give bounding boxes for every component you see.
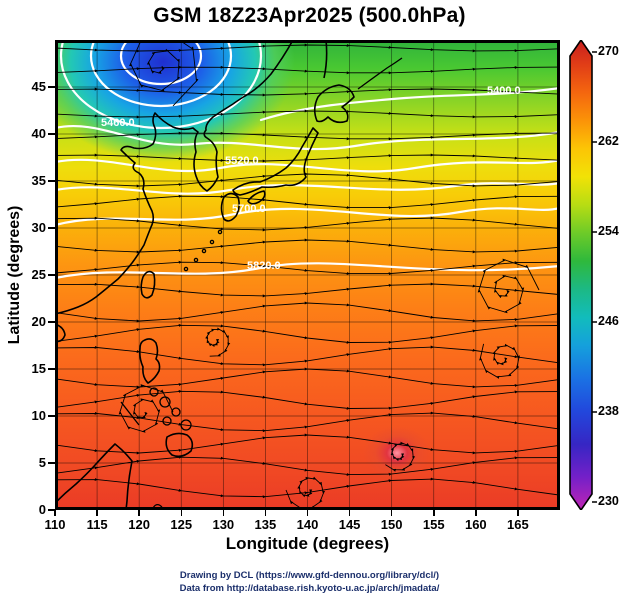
- y-tick-mark: [48, 86, 55, 88]
- streamline: [54, 194, 560, 210]
- y-tick-label: 20: [31, 314, 46, 329]
- streamline: [54, 301, 560, 323]
- credits: Drawing by DCL (https://www.gfd-dennou.o…: [0, 569, 619, 595]
- x-tick-mark: [138, 510, 140, 516]
- streamline: [54, 433, 560, 455]
- colorbar-tick-label: 270: [598, 44, 619, 58]
- x-tick-label: 150: [380, 517, 403, 532]
- streamline: [54, 172, 560, 188]
- streamline-vortex: [479, 343, 520, 379]
- y-tick-label: 5: [38, 455, 46, 470]
- y-tick-mark: [48, 462, 55, 464]
- x-tick-label: 155: [422, 517, 445, 532]
- x-tick-label: 130: [212, 517, 235, 532]
- streamline: [54, 345, 560, 367]
- y-tick-mark: [48, 180, 55, 182]
- colorbar-tick-label: 246: [598, 314, 619, 328]
- streamline: [54, 323, 560, 344]
- x-tick-mark: [264, 510, 267, 516]
- streamlines: [54, 30, 560, 511]
- y-tick-label: 45: [31, 79, 46, 94]
- y-tick-mark: [48, 509, 55, 511]
- colorbar-tick-label: 230: [598, 494, 619, 508]
- contour-label: 5520.0: [225, 155, 259, 167]
- warm-spot-shading: [363, 426, 431, 480]
- streamline-vortex: [477, 258, 540, 314]
- y-tick-label: 15: [31, 361, 46, 376]
- colorbar: [569, 40, 597, 510]
- x-tick-mark: [348, 510, 351, 516]
- y-tick-mark: [48, 227, 55, 229]
- streamline-vortex: [205, 327, 231, 357]
- streamline: [54, 109, 560, 119]
- y-tick-mark: [48, 368, 55, 370]
- x-tick-label: 160: [464, 517, 487, 532]
- colorbar-tick-marks: [592, 51, 597, 503]
- x-tick-mark: [96, 510, 98, 516]
- colorbar-tick-label: 238: [598, 404, 619, 418]
- x-tick-mark: [433, 510, 435, 516]
- x-tick-label: 125: [170, 517, 193, 532]
- x-tick-label: 115: [86, 517, 108, 532]
- y-tick-label: 40: [31, 126, 46, 141]
- x-tick-label: 140: [296, 517, 319, 532]
- x-tick-mark: [54, 510, 56, 516]
- streamline: [54, 260, 560, 276]
- x-tick-label: 135: [254, 517, 277, 532]
- streamline: [54, 455, 560, 477]
- map-frame: [55, 40, 560, 510]
- streamline: [54, 216, 560, 232]
- contour-label: 5820.0: [247, 260, 281, 272]
- credit-line-1: Drawing by DCL (https://www.gfd-dennou.o…: [179, 570, 440, 581]
- x-tick-mark: [517, 510, 519, 516]
- x-tick-label: 145: [338, 517, 361, 532]
- contour-label: 5460.0: [101, 117, 135, 129]
- map-plot: 5400.0 5460.0 5520.0 5700.0 5820.0: [31, 0, 562, 511]
- colorbar-gradient: [569, 40, 593, 510]
- y-tick-label: 0: [38, 502, 46, 517]
- colorbar-tick-label: 254: [598, 224, 619, 238]
- y-tick-mark: [48, 274, 55, 276]
- contour-label: 5400.0: [487, 85, 521, 97]
- colorbar-tick-label: 262: [598, 134, 619, 148]
- y-tick-mark: [48, 133, 55, 135]
- streamline-vortex: [385, 441, 416, 472]
- y-tick-label: 10: [31, 408, 46, 423]
- x-tick-mark: [222, 510, 225, 516]
- streamline-vortex: [118, 384, 174, 433]
- streamline: [54, 153, 560, 163]
- x-tick-mark: [306, 510, 309, 516]
- contour-labels: 5400.0 5460.0 5520.0 5700.0 5820.0: [101, 85, 521, 272]
- credit-line-2: Data from http://database.rish.kyoto-u.a…: [179, 583, 440, 594]
- y-tick-label: 35: [31, 173, 46, 188]
- chart-title: GSM 18Z23Apr2025 (500.0hPa): [153, 4, 466, 27]
- y-tick-mark: [48, 321, 55, 323]
- x-tick-label: 120: [128, 517, 150, 532]
- x-tick-mark: [390, 510, 393, 516]
- streamline: [54, 131, 560, 141]
- x-axis-label: Longitude (degrees): [225, 534, 390, 553]
- x-tick-label: 110: [44, 517, 66, 532]
- x-tick-mark: [180, 510, 182, 516]
- x-tick-mark: [475, 510, 477, 516]
- contour-label: 5700.0: [232, 203, 266, 215]
- map-canvas: 5400.0 5460.0 5520.0 5700.0 5820.0: [31, 0, 562, 511]
- y-tick-label: 25: [31, 267, 46, 282]
- streamline: [54, 282, 560, 298]
- streamline: [54, 238, 560, 254]
- x-tick-label: 165: [507, 517, 529, 532]
- y-tick-label: 30: [31, 220, 46, 235]
- y-tick-mark: [48, 415, 55, 417]
